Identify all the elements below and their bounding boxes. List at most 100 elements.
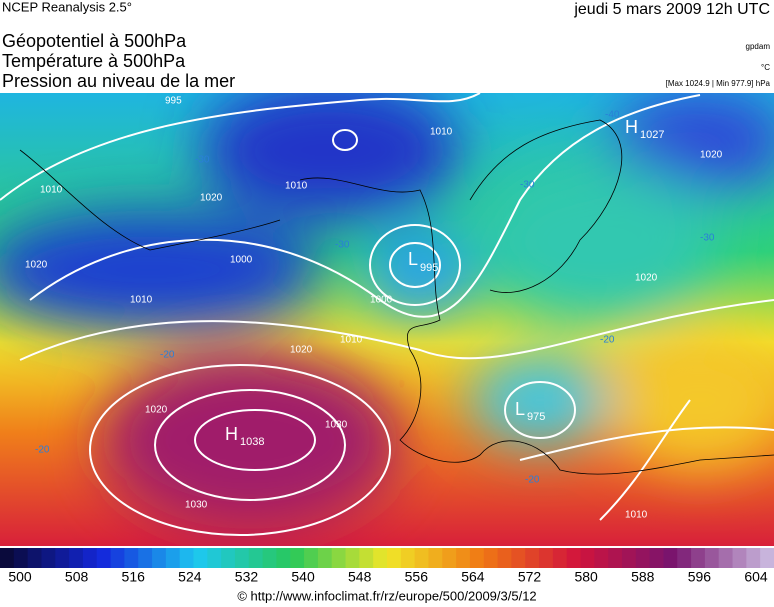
colorbar-swatch [27,548,42,568]
colorbar-swatch [649,548,664,568]
center-value: 1038 [240,436,264,448]
colorbar-tick-label: 532 [235,569,259,585]
colorbar-swatch [262,548,277,568]
colorbar-swatch [663,548,678,568]
colorbar-swatch [110,548,125,568]
colorbar-swatch [746,548,761,568]
colorbar-swatch [718,548,734,568]
temp-label: -20 [35,445,50,456]
colorbar-swatch [331,548,347,568]
isobar-label: 1020 [200,193,223,204]
colorbar-swatch [82,548,98,568]
colorbar-swatch [55,548,70,568]
colorbar-swatch [359,548,374,568]
center-value: 975 [527,411,545,423]
temp-label: -30 [520,180,535,191]
center-letter: H [625,117,638,137]
center-value: 995 [420,262,438,274]
colorbar-swatch [691,548,706,568]
colorbar-tick-label: 508 [65,569,89,585]
temperature-labels: -30 -20 -40 -30 -30 -20 -30 -20 -20 [35,110,715,486]
colorbar-tick-label: 588 [631,569,655,585]
isobar-label: 995 [165,96,182,107]
center-value: 1027 [640,129,664,141]
isobar-label: 1000 [230,255,253,266]
isobar-label: 1010 [285,181,308,192]
isobar-label: 1010 [340,335,363,346]
title: Pression au niveau de la mer [2,71,235,91]
colorbar-tick-label: 572 [518,569,542,585]
isobar-label: 1030 [185,500,208,511]
colorbar-swatch [677,548,692,568]
source: NCEP Reanalysis 2.5° [2,0,132,14]
colorbar-swatch [317,548,333,568]
isobar-label: 1000 [370,295,393,306]
temp-label: -20 [600,335,615,346]
colorbar-swatch [414,548,429,568]
center-letter: L [408,249,418,269]
colorbar-swatch [221,548,236,568]
colorbar-swatch [304,548,319,568]
colorbar-swatch [400,548,416,568]
colorbar-swatch [290,548,305,568]
colorbar-swatch [469,548,485,568]
colorbar: 500 508 516 524 532 540 548 556 564 572 580 588 596 6… [0,548,774,585]
colorbar-tick-label: 564 [461,569,485,585]
isobar-labels: 995 1010 1020 1010 1000 1020 1010 1000 1… [25,96,723,521]
title: Géopotentiel à 500hPa [2,31,187,51]
isobar-label: 1010 [625,510,648,521]
center-letter: L [515,399,525,419]
colorbar-swatch [165,548,181,568]
isobar-label: 1020 [290,345,313,356]
isobar-label: 1010 [130,295,153,306]
colorbar-tick-label: 548 [348,569,372,585]
unit: °C [761,63,770,72]
colorbar-swatch [345,548,360,568]
colorbar-swatch [373,548,388,568]
colorbar-tick-label: 556 [405,569,429,585]
colorbar-tick-label: 500 [8,569,32,585]
colorbar-swatch [207,548,222,568]
temp-label: -20 [525,475,540,486]
center-letter: H [225,424,238,444]
date: jeudi 5 mars 2009 12h UTC [573,1,770,18]
colorbar-swatch [566,548,581,568]
colorbar-swatch [69,548,84,568]
colorbar-swatch [704,548,720,568]
temp-label: -30 [700,233,715,244]
colorbar-tick-label: 516 [122,569,146,585]
colorbar-swatch [442,548,457,568]
colorbar-swatch [276,548,291,568]
colorbar-swatch [635,548,651,568]
colorbar-swatch [539,548,554,568]
colorbar-swatch [387,548,402,568]
colorbar-swatch [511,548,526,568]
colorbar-swatch [152,548,167,568]
title: Température à 500hPa [2,51,186,71]
unit: [Max 1024.9 | Min 977.9] hPa [666,79,771,88]
colorbar-swatch [594,548,609,568]
colorbar-swatch [13,548,29,568]
map [0,93,774,546]
colorbar-tick-label: 580 [574,569,598,585]
colorbar-tick-label: 524 [178,569,202,585]
colorbar-swatch [41,548,56,568]
colorbar-swatch [552,548,568,568]
temp-label: -30 [195,155,210,166]
isobar-label: 1010 [40,185,63,196]
pressure-centers: H 1038 L 995 H 1027 L 975 [225,117,664,448]
temp-label: -40 [605,110,620,121]
colorbar-swatch [138,548,153,568]
colorbar-swatch [621,548,637,568]
colorbar-swatch [732,548,747,568]
colorbar-swatch [608,548,623,568]
isobar-label: 1020 [25,260,48,271]
colorbar-swatch [248,548,264,568]
isobar-label: 1020 [700,150,723,161]
colorbar-tick-label: 604 [744,569,768,585]
colorbar-swatch [124,548,139,568]
colorbar-swatch [525,548,540,568]
colorbar-swatch [193,548,208,568]
